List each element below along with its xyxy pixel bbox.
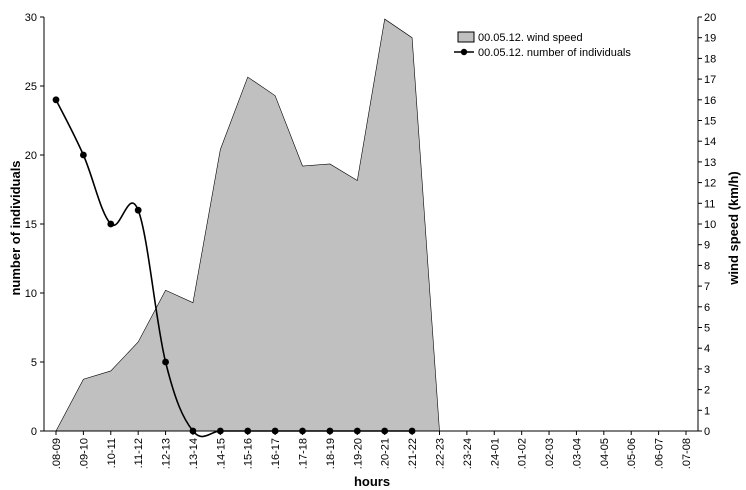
individuals-point [79, 151, 87, 159]
y-right-tick-label: 18 [704, 53, 716, 65]
y-right-tick-label: 17 [704, 74, 716, 86]
y-right-tick-label: 12 [704, 178, 716, 190]
y-right-tick-label: 11 [704, 198, 715, 210]
legend-label-wind-speed: 00.05.12. wind speed [478, 32, 583, 44]
x-tick-label: .07-08 [681, 438, 693, 469]
x-tick-label: .08-09 [51, 438, 63, 469]
y-right-tick-label: 8 [704, 260, 710, 272]
y-right-tick-label: 16 [704, 95, 716, 107]
individuals-point [107, 220, 115, 228]
y-right-tick-label: 10 [704, 219, 716, 231]
x-tick-label: .05-06 [626, 438, 638, 469]
legend: 00.05.12. wind speed 00.05.12. number of… [454, 31, 631, 59]
y-right-tick-label: 20 [704, 12, 716, 24]
x-tick-label: .20-21 [380, 438, 392, 469]
y-axis-right-title: wind speed (km/h) [726, 171, 741, 285]
y-right-tick-label: 1 [704, 405, 710, 417]
legend-swatch-wind-speed [457, 31, 475, 43]
y-left-tick-label: 0 [31, 426, 37, 438]
x-tick-label: .19-20 [352, 438, 364, 469]
x-tick-label: .04-05 [599, 438, 611, 469]
y-left-tick-label: 10 [25, 288, 37, 300]
x-tick-label: .21-22 [407, 438, 419, 469]
y-right-tick-label: 7 [704, 281, 710, 293]
x-tick-label: .15-16 [243, 438, 255, 469]
wind-speed-area [55, 18, 440, 432]
y-left-tick-label: 25 [25, 81, 37, 93]
y-right-tick-label: 5 [704, 323, 710, 335]
y-left-tick-label: 20 [25, 150, 37, 162]
y-left-tick-label: 5 [31, 357, 37, 369]
x-tick-label: .01-02 [517, 438, 529, 469]
x-axis-title: hours [354, 474, 390, 489]
x-tick-label: .22-23 [434, 438, 446, 469]
x-tick-label: .14-15 [215, 438, 227, 469]
y-right-tick-label: 0 [704, 426, 710, 438]
individuals-point [162, 358, 169, 366]
x-tick-label: .11-12 [133, 438, 145, 468]
x-tick-label: .02-03 [544, 438, 556, 469]
x-tick-label: .12-13 [161, 438, 173, 469]
y-right-tick-label: 6 [704, 302, 710, 314]
legend-marker-individuals [460, 48, 468, 56]
y-right-tick-label: 4 [704, 343, 710, 355]
y-left-tick-label: 30 [25, 12, 37, 24]
x-tick-label: .24-01 [489, 438, 501, 469]
y-right-tick-label: 15 [704, 116, 716, 128]
y-right-tick-label: 9 [704, 240, 710, 252]
x-tick-label: .09-10 [78, 438, 90, 469]
y-right-tick-label: 3 [704, 364, 710, 376]
y-right-tick-label: 13 [704, 157, 716, 169]
x-tick-label: .13-14 [188, 438, 200, 469]
x-tick-label: .10-11 [106, 438, 118, 468]
x-tick-label: .18-19 [325, 438, 337, 469]
legend-label-individuals: 00.05.12. number of individuals [478, 47, 631, 59]
x-tick-label: .23-24 [462, 438, 474, 469]
y-right-tick-label: 14 [704, 136, 716, 148]
x-tick-label: .16-17 [270, 438, 282, 469]
x-tick-label: .17-18 [298, 438, 310, 469]
y-right-tick-label: 19 [704, 33, 716, 45]
individuals-point [52, 96, 60, 104]
y-axis-left-title: number of individuals [8, 160, 23, 295]
individuals-point [134, 206, 142, 214]
y-right-tick-label: 2 [704, 385, 710, 397]
x-tick-label: .06-07 [654, 438, 666, 469]
y-left-tick-label: 15 [25, 219, 37, 231]
x-tick-label: .03-04 [571, 438, 583, 469]
